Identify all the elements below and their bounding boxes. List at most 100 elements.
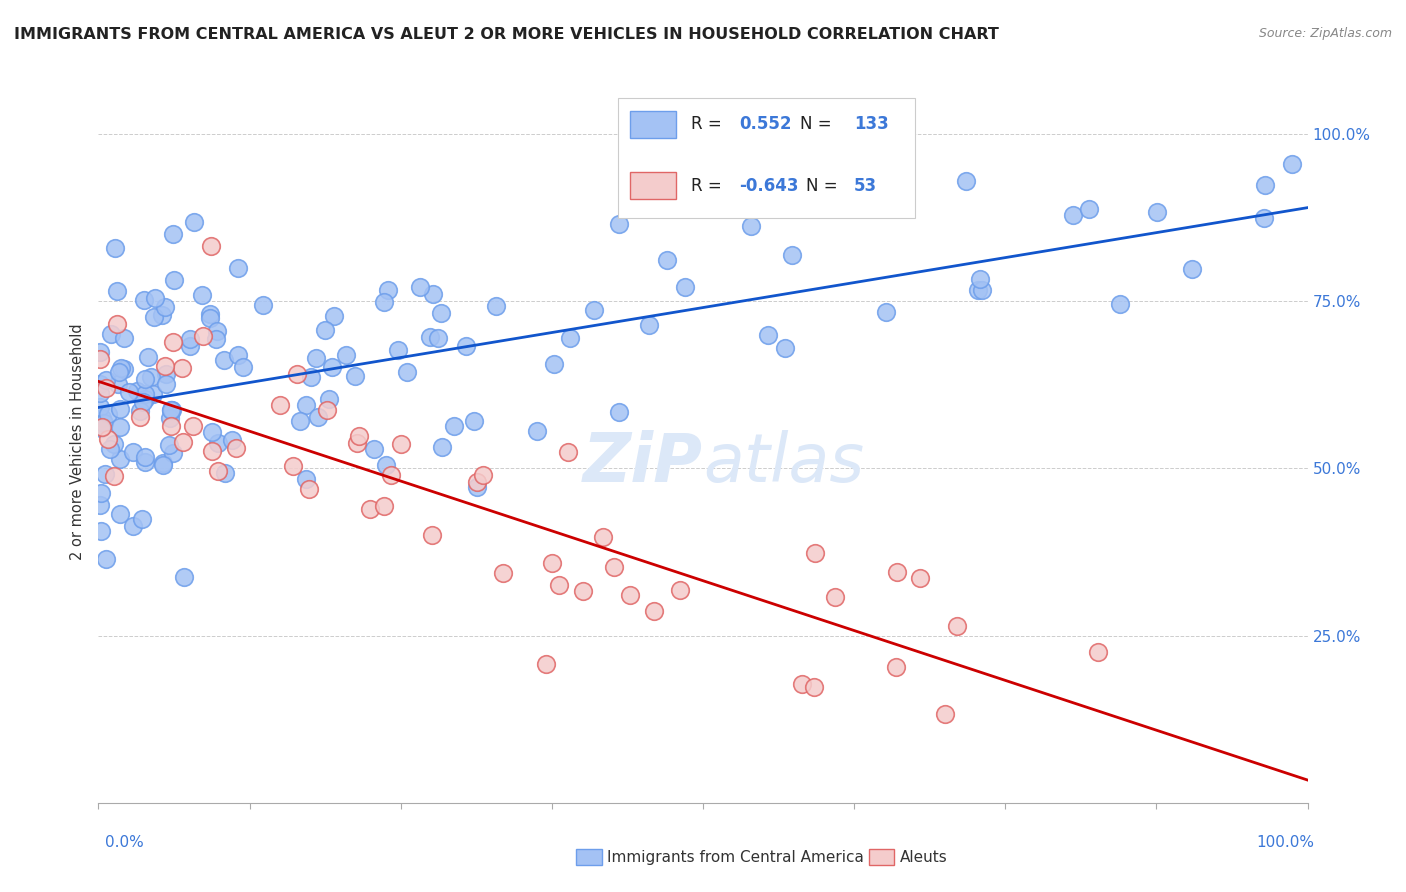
Point [1109, 297, 1132, 311]
Point [94, 381, 117, 395]
Point [97, 407, 120, 421]
Point [150, 308, 173, 322]
Point [132, 395, 155, 409]
Point [740, 219, 762, 233]
Point [173, 570, 195, 584]
Point [129, 410, 152, 425]
Point [153, 359, 176, 373]
Y-axis label: 2 or more Vehicles in Household: 2 or more Vehicles in Household [70, 323, 86, 560]
Point [179, 339, 201, 353]
Point [970, 283, 993, 297]
Point [456, 339, 478, 353]
Point [134, 293, 156, 308]
Point [323, 309, 346, 323]
Point [89, 352, 111, 367]
FancyBboxPatch shape [619, 98, 915, 218]
Point [396, 365, 419, 379]
Point [389, 436, 412, 450]
Point [526, 425, 548, 439]
Point [143, 291, 166, 305]
Point [90, 486, 112, 500]
Point [969, 272, 991, 286]
Point [112, 362, 135, 376]
Point [363, 442, 385, 456]
Point [90, 524, 112, 538]
Point [221, 434, 243, 448]
Point [288, 414, 311, 428]
Point [155, 377, 177, 392]
Point [884, 660, 907, 674]
Point [134, 387, 156, 401]
Text: Source: ZipAtlas.com: Source: ZipAtlas.com [1258, 27, 1392, 40]
Point [804, 546, 827, 560]
Point [607, 218, 630, 232]
Point [583, 302, 606, 317]
Point [790, 677, 813, 691]
Point [492, 566, 515, 580]
Point [159, 411, 181, 425]
Point [200, 238, 222, 252]
Point [97, 432, 120, 446]
Text: R =: R = [690, 178, 727, 195]
Point [780, 248, 803, 262]
Text: 133: 133 [855, 115, 889, 133]
Point [131, 511, 153, 525]
Point [669, 583, 692, 598]
Point [134, 450, 156, 464]
Point [91, 420, 114, 434]
Point [110, 402, 132, 417]
Text: 53: 53 [855, 178, 877, 195]
Point [422, 287, 444, 301]
Point [294, 472, 316, 486]
Point [162, 402, 184, 417]
Point [90, 421, 112, 435]
Point [105, 317, 128, 331]
Point [94, 551, 117, 566]
Text: 100.0%: 100.0% [1257, 836, 1315, 850]
Point [543, 357, 565, 371]
Point [107, 376, 129, 391]
Point [387, 343, 409, 358]
Point [592, 530, 614, 544]
Point [198, 311, 221, 326]
Point [316, 403, 339, 417]
Point [373, 295, 395, 310]
Point [225, 441, 247, 455]
Point [252, 298, 274, 312]
Point [463, 414, 485, 428]
Point [603, 560, 626, 574]
Point [226, 260, 249, 275]
Text: -0.643: -0.643 [740, 178, 799, 195]
Point [875, 305, 897, 319]
Point [773, 341, 796, 355]
Point [540, 556, 562, 570]
Point [162, 227, 184, 241]
Point [110, 451, 132, 466]
Text: Aleuts: Aleuts [900, 850, 948, 864]
Point [380, 468, 402, 483]
Point [172, 361, 194, 376]
Text: ZiP: ZiP [583, 430, 703, 496]
Point [269, 398, 291, 412]
Point [205, 325, 228, 339]
Point [93, 467, 115, 481]
Point [560, 331, 582, 345]
Point [295, 398, 318, 412]
Point [98, 442, 121, 457]
Point [142, 310, 165, 324]
Point [104, 241, 127, 255]
Point [108, 508, 131, 522]
Point [1254, 178, 1277, 192]
Point [908, 571, 931, 585]
Point [638, 318, 661, 333]
Point [112, 330, 135, 344]
Point [90, 411, 112, 425]
Point [93, 416, 115, 430]
Point [281, 458, 304, 473]
Bar [630, 111, 676, 138]
Point [1062, 208, 1084, 222]
Point [426, 331, 449, 345]
Point [110, 361, 132, 376]
Point [207, 464, 229, 478]
Point [136, 350, 159, 364]
